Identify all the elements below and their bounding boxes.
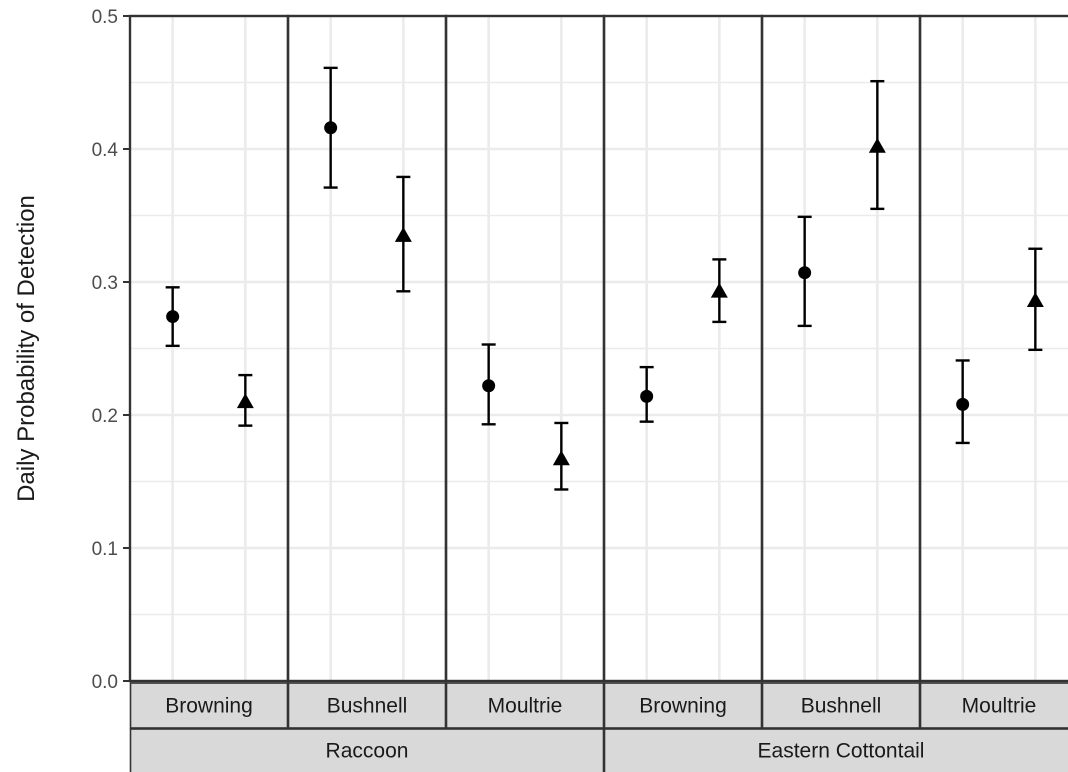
y-axis: 0.0 0.1 0.2 0.3 0.4 0.5 <box>92 7 130 693</box>
y-axis-label: Daily Probability of Detection <box>13 195 40 502</box>
strip-species-label: Raccoon <box>326 740 409 763</box>
point-circle <box>956 397 970 411</box>
strip-species-box <box>603 728 1068 772</box>
data-point-group <box>394 175 412 293</box>
point-triangle <box>394 226 412 242</box>
y-tick-label: 0.1 <box>92 539 118 560</box>
facet-strips: Browning Bushnell Moultrie Browning Bushnell… <box>129 682 1068 772</box>
point-triangle <box>1026 292 1044 307</box>
data-point-group <box>1026 247 1044 352</box>
y-tick-label: 0.3 <box>92 273 118 294</box>
strip-brand-label: Bushnell <box>327 695 408 718</box>
strip-brand-label: Bushnell <box>801 695 882 718</box>
strip-species-label: Eastern Cottontail <box>758 740 925 763</box>
data-point-group <box>481 343 496 426</box>
data-point-group <box>639 365 654 423</box>
point-triangle <box>868 137 886 153</box>
data-point-group <box>236 373 254 427</box>
strip-brand-box <box>129 682 289 729</box>
y-tick-label: 0.4 <box>92 140 119 161</box>
data-point-group <box>323 66 338 189</box>
panel-frames <box>128 14 1068 683</box>
strip-brand-box <box>445 682 605 729</box>
point-triangle <box>710 282 728 298</box>
strip-brand-box <box>603 682 763 729</box>
data-point-group <box>552 421 570 491</box>
point-circle <box>640 389 654 403</box>
strip-brand-label: Moultrie <box>962 695 1037 718</box>
point-circle <box>798 266 812 280</box>
point-circle <box>166 310 180 324</box>
panel-border <box>918 14 1068 683</box>
data-point-group <box>710 258 728 324</box>
strip-brand-label: Browning <box>639 695 727 718</box>
data-point-group <box>868 79 886 211</box>
data-point-group <box>165 286 180 348</box>
grid-layer <box>130 14 1068 683</box>
y-tick-label: 0.2 <box>92 406 118 427</box>
strip-brand-label: Browning <box>165 695 253 718</box>
y-tick-label: 0.5 <box>92 7 118 28</box>
point-circle <box>482 379 496 393</box>
strip-brand-box <box>919 682 1068 729</box>
y-tick-label: 0.0 <box>92 672 118 693</box>
point-triangle <box>236 393 254 409</box>
data-layer <box>165 66 1044 491</box>
point-triangle <box>552 450 570 466</box>
strip-brand-box <box>761 682 921 729</box>
strip-brand-box <box>287 682 447 729</box>
data-point-group <box>955 359 970 445</box>
strip-brand-label: Moultrie <box>488 695 563 718</box>
data-point-group <box>797 215 812 328</box>
point-circle <box>324 121 338 135</box>
strip-species-box <box>129 728 605 772</box>
